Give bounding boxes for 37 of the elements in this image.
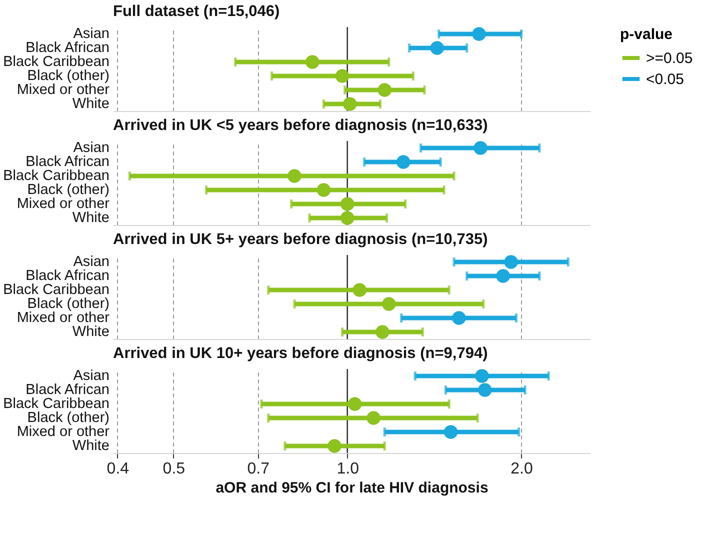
legend-label: >=0.05	[646, 50, 693, 67]
y-tick-label: Black Caribbean	[3, 396, 110, 412]
x-tick-label: 0.7	[247, 460, 270, 478]
y-tick-label: Mixed or other	[16, 424, 110, 440]
y-tick-label: White	[72, 438, 110, 454]
y-tick-label: Black African	[26, 40, 110, 56]
y-tick-label: Black (other)	[27, 296, 110, 312]
x-tick-label: 1.0	[336, 460, 360, 478]
y-tick-label: Black (other)	[27, 182, 110, 198]
chart-title: Full dataset (n=15,046)	[113, 3, 280, 20]
y-tick-label: Asian	[73, 368, 110, 384]
y-tick-label: White	[72, 210, 110, 226]
x-tick-label: 0.4	[106, 460, 130, 478]
chart-title: Arrived in UK 10+ years before diagnosis (n=9,794)	[113, 345, 488, 362]
y-tick-label: Black African	[26, 382, 110, 398]
y-tick-label: Mixed or other	[16, 310, 110, 326]
y-tick-label: Black (other)	[27, 68, 110, 84]
y-tick-label: Black African	[26, 154, 110, 170]
x-tick-label: 0.5	[162, 460, 186, 478]
y-tick-label: Black (other)	[27, 410, 110, 426]
y-tick-label: White	[72, 96, 110, 112]
y-tick-label: Black Caribbean	[3, 54, 110, 70]
y-tick-label: Mixed or other	[16, 82, 110, 98]
x-tick-label: 2.0	[510, 460, 534, 478]
y-tick-label: Mixed or other	[16, 196, 110, 212]
y-tick-label: Black Caribbean	[3, 282, 110, 298]
y-tick-label: Asian	[73, 254, 110, 270]
x-axis-title: aOR and 95% CI for late HIV diagnosis	[216, 480, 488, 496]
legend-title: p-value	[620, 26, 673, 43]
y-tick-label: Asian	[73, 140, 110, 156]
y-tick-label: White	[72, 324, 110, 340]
y-tick-label: Black Caribbean	[3, 168, 110, 184]
legend-label: <0.05	[646, 71, 684, 88]
chart-title: Arrived in UK <5 years before diagnosis (n=10,633)	[113, 117, 488, 134]
y-tick-label: Black African	[26, 268, 110, 284]
y-tick-label: Asian	[73, 26, 110, 42]
chart-title: Arrived in UK 5+ years before diagnosis (n=10,735)	[113, 231, 488, 248]
